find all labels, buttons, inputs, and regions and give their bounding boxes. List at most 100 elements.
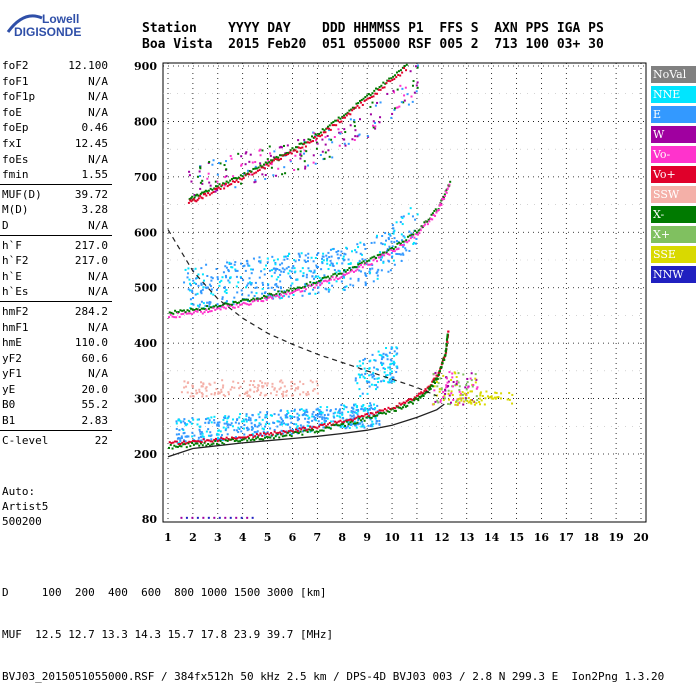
echo-point (177, 418, 180, 421)
trace-point (442, 358, 445, 361)
ionogram-plot: 1 2 3 4 5 6 7 8 9 10 11 12 13 14 15 16 17 18 19 20802003004… (134, 60, 649, 544)
echo-point (349, 417, 352, 420)
echo-point (364, 247, 367, 250)
trace-point (234, 437, 237, 440)
trace-point (294, 428, 297, 431)
trace-point (269, 162, 272, 165)
echo-point (185, 435, 188, 438)
echo-point (268, 145, 271, 148)
echo-point (464, 386, 467, 389)
echo-point (335, 250, 338, 253)
echo-point (257, 388, 260, 391)
echo-point (290, 415, 293, 418)
param-value: N/A (88, 74, 108, 88)
trace-point (359, 99, 362, 102)
trace-point (335, 124, 338, 127)
echo-point (247, 282, 250, 285)
trace-point (337, 420, 340, 423)
legend-item: X- (651, 206, 696, 223)
echo-point (227, 416, 230, 419)
echo-point (468, 400, 471, 403)
trace-point (260, 438, 263, 441)
echo-point (204, 286, 207, 289)
param-label: yF2 (2, 351, 22, 365)
echo-point (379, 251, 382, 254)
echo-point (293, 408, 296, 411)
echo-point (323, 274, 326, 277)
trace-point (277, 431, 280, 434)
echo-point (287, 272, 290, 275)
trace-point (249, 439, 252, 442)
trace-point (275, 155, 278, 158)
trace-point (213, 305, 216, 308)
echo-point (273, 150, 276, 153)
trace-point (342, 422, 345, 425)
echo-point (371, 372, 374, 375)
trace-point (418, 392, 421, 395)
echo-point (251, 427, 254, 430)
echo-point (225, 175, 228, 178)
trace-point (251, 438, 254, 441)
trace-point (328, 421, 331, 424)
echo-point (227, 415, 230, 418)
echo-point (198, 305, 201, 308)
echo-point (281, 173, 284, 176)
echo-point (302, 391, 305, 394)
y-tick-label: 600 (134, 226, 157, 239)
digisonde-logo: Lowell DIGISONDE (4, 8, 114, 48)
echo-point (287, 265, 290, 268)
echo-point (353, 420, 356, 423)
echo-point (185, 424, 188, 427)
trace-point (270, 293, 273, 296)
trace-point (197, 197, 200, 200)
echo-point (239, 385, 242, 388)
trace-point (390, 77, 393, 80)
echo-point (413, 91, 416, 94)
echo-point (494, 397, 497, 400)
echo-point (351, 415, 354, 418)
echo-point (354, 423, 357, 426)
echo-point (240, 277, 243, 280)
echo-point (341, 424, 344, 427)
trace-point (416, 394, 419, 397)
trace-point (272, 159, 275, 162)
trace-point (394, 74, 397, 77)
echo-point (290, 433, 293, 436)
echo-point (254, 161, 257, 164)
echo-point (267, 159, 270, 162)
trace-point (350, 418, 353, 421)
echo-point (199, 303, 202, 306)
echo-point (247, 394, 250, 397)
trace-point (286, 431, 289, 434)
trace-point (360, 419, 363, 422)
footer-distance-row: D 100 200 400 600 800 1000 1500 3000 [km… (2, 586, 327, 599)
trace-point (399, 74, 402, 77)
echo-point (285, 390, 288, 393)
echo-point (388, 245, 391, 248)
echo-point (341, 411, 344, 414)
trace-point (212, 191, 215, 194)
echo-point (289, 159, 292, 162)
trace-point (172, 312, 175, 315)
echo-point (272, 174, 275, 177)
echo-point (321, 278, 324, 281)
echo-point (384, 232, 387, 235)
trace-point (446, 188, 449, 191)
echo-point (183, 281, 186, 284)
param-row: h`F 217.0 (0, 238, 112, 254)
trace-point (431, 218, 434, 221)
trace-point (223, 438, 226, 441)
echo-point (249, 417, 252, 420)
echo-point (411, 100, 414, 103)
echo-point (350, 411, 353, 414)
echo-point (416, 64, 419, 67)
trace-point (338, 277, 341, 280)
echo-point (323, 421, 326, 424)
trace-point (307, 428, 310, 431)
echo-point (217, 423, 220, 426)
echo-point (293, 259, 296, 262)
trace-point (365, 416, 368, 419)
echo-point (296, 416, 299, 419)
echo-point (402, 215, 405, 218)
echo-point (385, 239, 388, 242)
